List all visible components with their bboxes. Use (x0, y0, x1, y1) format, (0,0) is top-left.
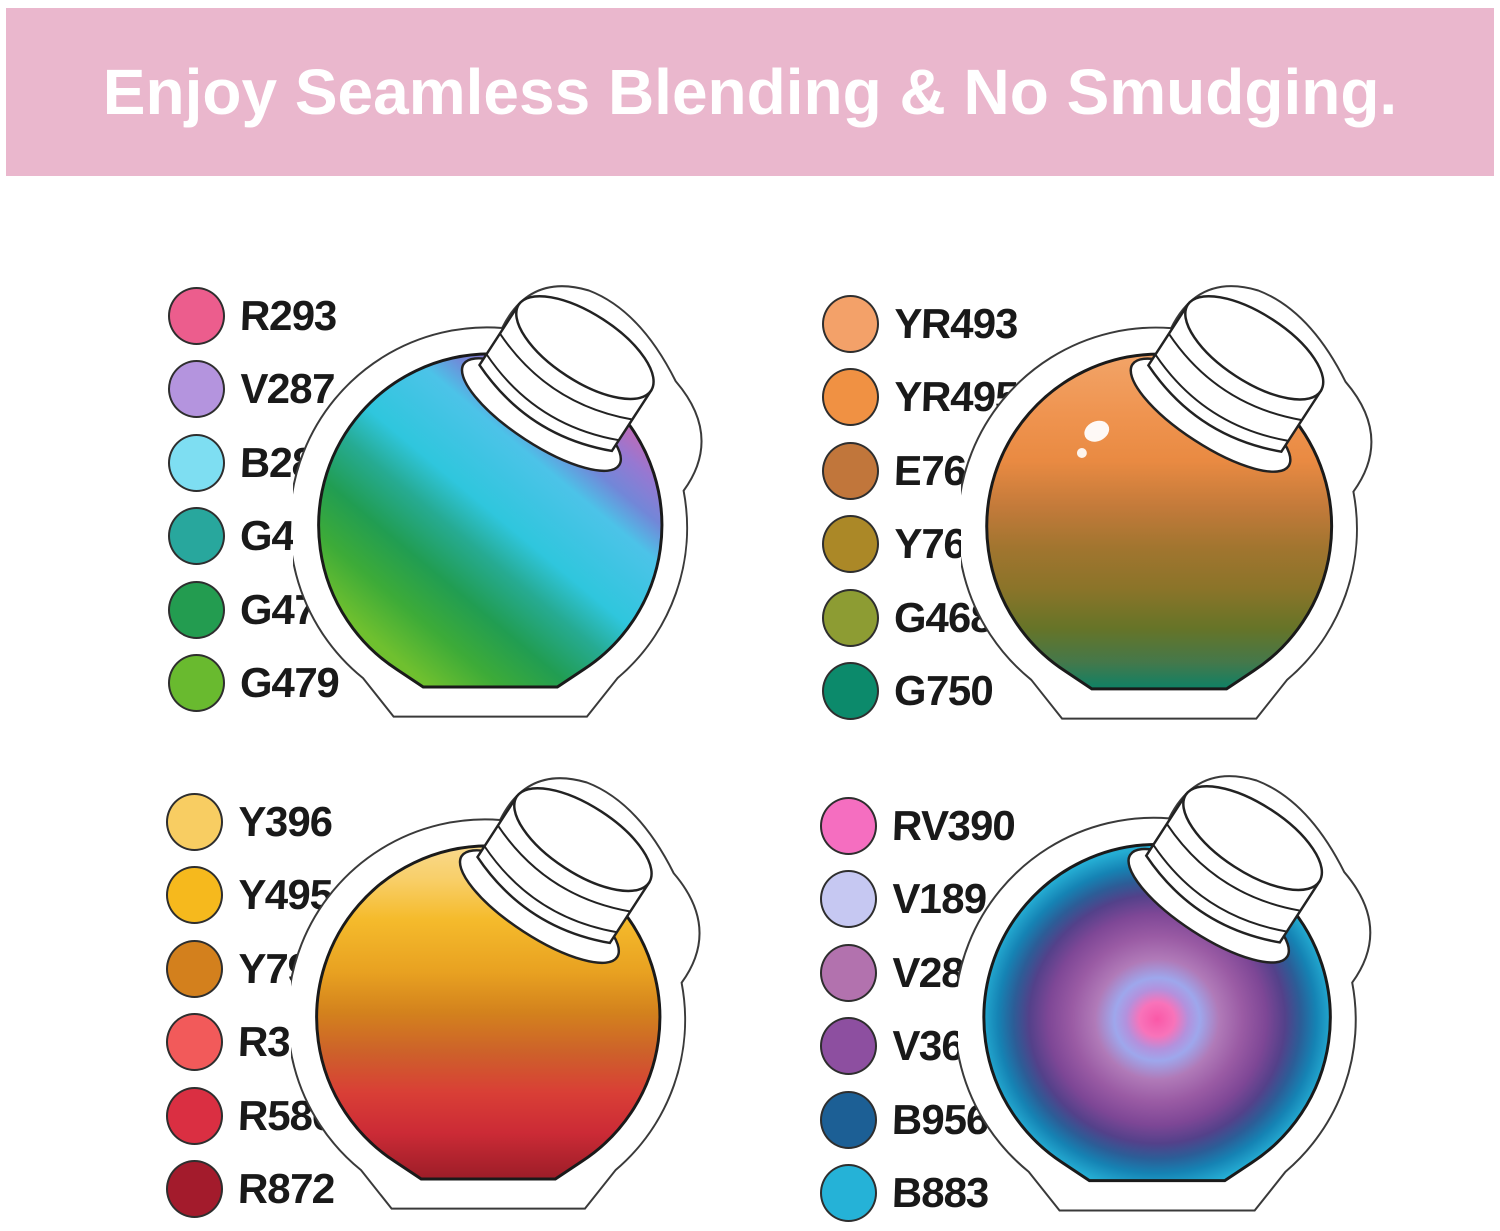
swatch-row: B883 (820, 1157, 1015, 1231)
swatch-circle (166, 866, 223, 925)
swatch-row: R586 (166, 1079, 335, 1153)
swatch-circle (168, 433, 225, 492)
cap-lid-top (1184, 295, 1325, 401)
swatch-row: YR493 (822, 287, 1018, 361)
swatch-list: RV390 V189 V280 V369 B956 B883 (820, 789, 1016, 1231)
cap-lid-top (513, 786, 653, 893)
swatch-row: G474 (168, 500, 340, 574)
swatch-circle (822, 515, 879, 574)
swatch-circle (166, 1160, 223, 1219)
swatch-row: Y764 (822, 508, 1017, 582)
jar-drawing-icon (961, 285, 1373, 720)
cap-ridge-line (485, 353, 620, 442)
swatch-circle (166, 792, 223, 851)
jar-illustration-sunset (291, 770, 725, 1230)
swatch-row: R393 (166, 1006, 335, 1080)
jar-drawing-icon (958, 775, 1372, 1212)
swatch-list: YR493 YR495 E763 Y764 G468 G750 (822, 287, 1018, 729)
swatch-row: B956 (820, 1083, 1015, 1157)
cap-ridge-line (483, 845, 618, 934)
swatch-circle (822, 368, 879, 427)
swatch-row: E763 (822, 434, 1017, 508)
jar-cap (458, 786, 653, 965)
swatch-row: YR495 (822, 361, 1018, 435)
swatch-circle (168, 360, 225, 419)
banner-title: Enjoy Seamless Blending & No Smudging. (102, 56, 1398, 128)
jar-drawing-icon (293, 285, 703, 718)
jar-illustration-rainbow (293, 278, 727, 738)
swatch-circle (820, 796, 877, 855)
swatch-circle (166, 1086, 223, 1145)
cap-ridge-line (497, 825, 631, 913)
swatch-row: G468 (822, 581, 1017, 655)
swatch-circle (168, 286, 225, 345)
swatch-circle (822, 662, 879, 721)
swatch-circle (168, 654, 225, 713)
jar-cap (1129, 295, 1325, 473)
jar-illustration-orange (961, 278, 1397, 740)
jar-cap (460, 294, 655, 473)
swatch-row: G479 (168, 647, 340, 721)
jar-shine (1076, 420, 1110, 458)
swatch-circle (166, 1013, 223, 1072)
swatch-row: R293 (168, 279, 339, 353)
swatch-row: Y396 (166, 785, 334, 859)
swatch-circle (822, 588, 879, 647)
cap-ridge-line (499, 333, 633, 421)
swatch-row: V369 (820, 1010, 1015, 1084)
swatch-row: V287 (168, 353, 339, 427)
swatch-row: G750 (822, 655, 1017, 729)
swatch-circle (820, 1164, 877, 1223)
swatch-row: V280 (820, 936, 1015, 1010)
swatch-circle (820, 1017, 877, 1076)
jar-cap (1127, 785, 1324, 964)
swatch-circle (168, 507, 225, 566)
swatch-circle (166, 939, 223, 998)
swatch-list: R293 V287 B289 G474 G472 G479 (168, 279, 340, 721)
swatch-row: RV390 (820, 789, 1016, 863)
jar-drawing-icon (291, 777, 701, 1210)
jar-illustration-tiedye (958, 768, 1396, 1231)
swatch-row: G472 (168, 573, 340, 647)
swatch-row: V189 (820, 863, 1015, 937)
swatch-circle (820, 1090, 877, 1149)
swatch-row: Y792 (166, 932, 334, 1006)
swatch-circle (168, 580, 225, 639)
cap-lid-top (515, 294, 655, 401)
cap-ridge-line (1166, 823, 1301, 912)
cap-ridge-line (1168, 333, 1303, 422)
cap-ridge-line (1154, 353, 1289, 442)
swatch-row: B289 (168, 426, 339, 500)
swatch-row: Y495 (166, 859, 334, 933)
swatch-row: R872 (166, 1153, 335, 1227)
swatch-circle (822, 294, 879, 353)
swatch-list: Y396 Y495 Y792 R393 R586 R872 (166, 785, 335, 1227)
cap-ridge-line (1152, 844, 1288, 933)
swatch-circle (820, 870, 877, 929)
swatch-circle (820, 943, 877, 1002)
header-banner: Enjoy Seamless Blending & No Smudging. (6, 8, 1494, 176)
cap-lid-top (1182, 785, 1324, 892)
swatch-circle (822, 441, 879, 500)
